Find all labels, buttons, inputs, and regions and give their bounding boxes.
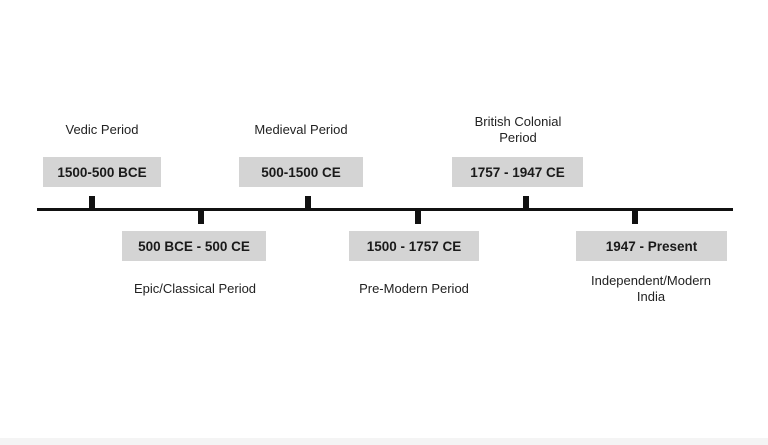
period-label-medieval: Medieval Period bbox=[254, 122, 348, 137]
date-box-premodern: 1500 - 1757 CE bbox=[349, 231, 479, 261]
tick-vedic bbox=[89, 196, 95, 209]
tick-premodern bbox=[415, 211, 421, 224]
date-box-vedic: 1500-500 BCE bbox=[43, 157, 161, 187]
period-label-premodern: Pre-Modern Period bbox=[359, 281, 469, 296]
period-label-modern: Independent/Modern India bbox=[591, 273, 711, 304]
tick-british bbox=[523, 196, 529, 209]
bottom-band bbox=[0, 438, 768, 445]
tick-epic bbox=[198, 211, 204, 224]
date-box-medieval: 500-1500 CE bbox=[239, 157, 363, 187]
date-box-british: 1757 - 1947 CE bbox=[452, 157, 583, 187]
period-label-vedic: Vedic Period bbox=[65, 122, 139, 137]
period-label-epic: Epic/Classical Period bbox=[133, 281, 257, 296]
timeline-axis bbox=[37, 208, 733, 211]
tick-modern bbox=[632, 211, 638, 224]
date-box-epic: 500 BCE - 500 CE bbox=[122, 231, 266, 261]
period-label-british: British Colonial Period bbox=[474, 114, 562, 145]
date-box-modern: 1947 - Present bbox=[576, 231, 727, 261]
tick-medieval bbox=[305, 196, 311, 209]
